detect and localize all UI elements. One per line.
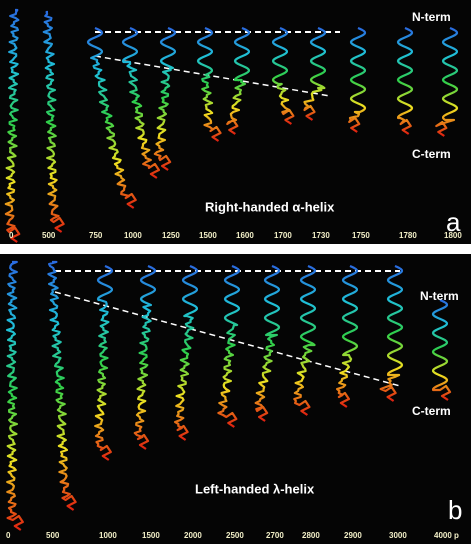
time-label: 2700 [266, 531, 284, 540]
time-label: 2800 [302, 531, 320, 540]
time-label: 0 [6, 531, 11, 540]
caption: Right-handed α-helix [205, 199, 335, 214]
time-label: 500 [46, 531, 60, 540]
panel-b [0, 254, 471, 544]
n-term-label: N-term [412, 10, 451, 24]
panel-letter: b [448, 495, 462, 525]
time-label: 0 [9, 231, 14, 240]
time-label: 1250 [162, 231, 180, 240]
time-label: 1780 [399, 231, 417, 240]
c-term-label: C-term [412, 404, 451, 418]
time-label: 1000 [124, 231, 142, 240]
time-label: 4000 p [434, 531, 459, 540]
time-label: 1800 [444, 231, 462, 240]
figure: N-term C-term Right-handed α-helix a N-t… [0, 0, 471, 544]
time-label: 2000 [184, 531, 202, 540]
time-label: 1500 [142, 531, 160, 540]
n-term-label: N-term [420, 289, 459, 303]
time-label: 3000 [389, 531, 407, 540]
time-label: 1500 [199, 231, 217, 240]
time-label: 1730 [312, 231, 330, 240]
time-label: 2900 [344, 531, 362, 540]
caption: Left-handed λ-helix [195, 481, 315, 496]
time-label: 750 [89, 231, 103, 240]
c-term-label: C-term [412, 147, 451, 161]
time-label: 1750 [352, 231, 370, 240]
time-label: 2500 [226, 531, 244, 540]
time-label: 1700 [274, 231, 292, 240]
time-label: 1600 [236, 231, 254, 240]
time-label: 500 [42, 231, 56, 240]
time-label: 1000 [99, 531, 117, 540]
